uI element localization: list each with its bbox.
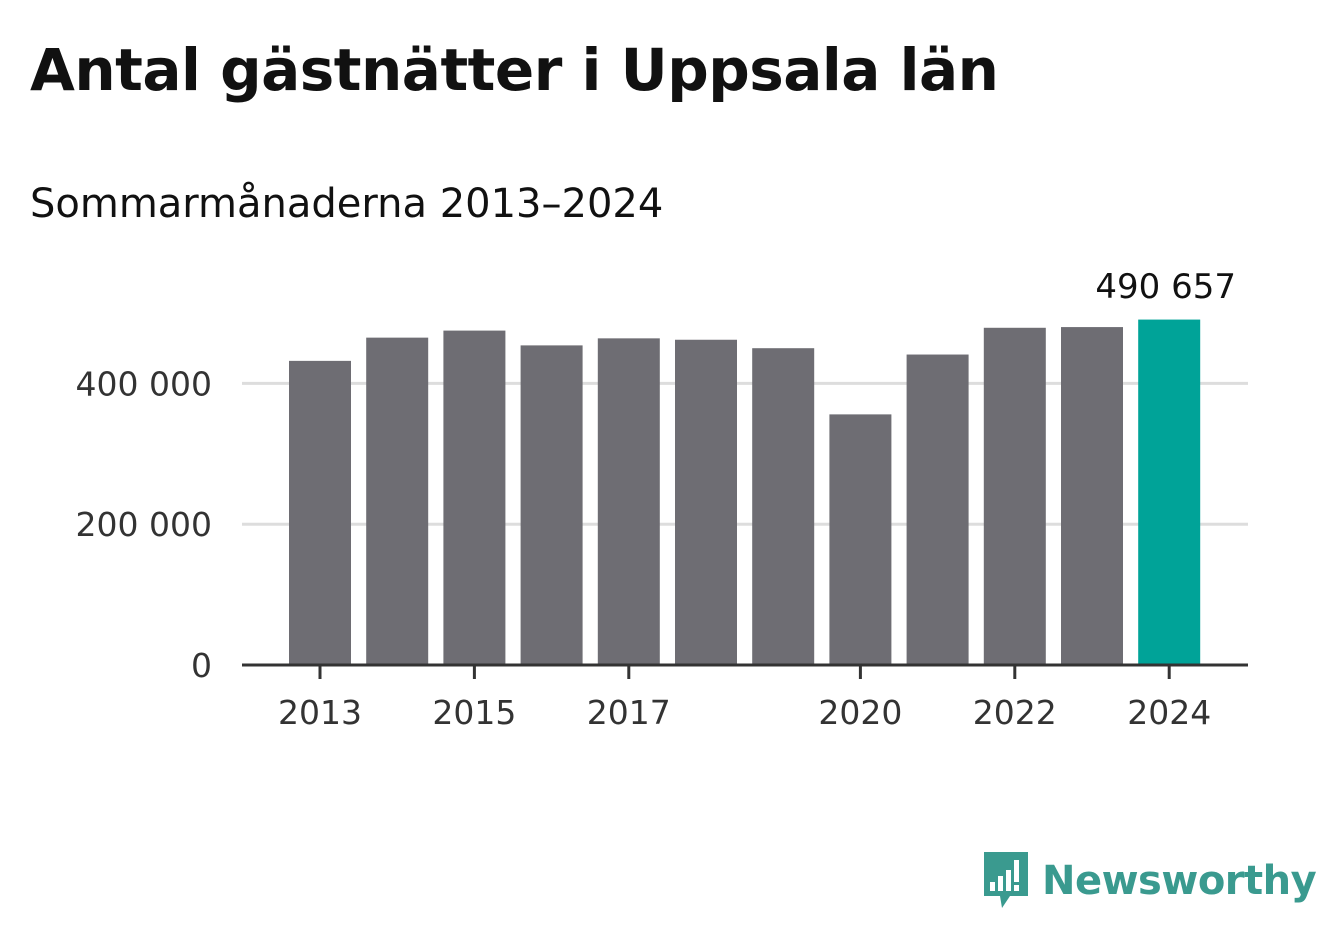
newsworthy-logo: Newsworthy	[980, 850, 1317, 912]
bar-2018	[675, 339, 737, 665]
x-tick-label: 2017	[587, 693, 671, 732]
chat-bubble-bar-chart-icon	[984, 852, 1028, 908]
bar-2021	[906, 354, 969, 665]
bar-2023	[1061, 327, 1123, 665]
chart-subtitle: Sommarmånaderna 2013–2024	[30, 181, 664, 227]
brand-name: Newsworthy	[1042, 858, 1317, 904]
bar-2016	[520, 345, 583, 665]
chart-title: Antal gästnätter i Uppsala län	[30, 36, 999, 104]
x-tick-label: 2024	[1127, 693, 1211, 732]
y-tick-label: 0	[191, 646, 212, 685]
bar-2019	[752, 348, 815, 665]
y-tick-label: 400 000	[76, 364, 212, 403]
bar-2017	[597, 338, 660, 665]
x-tick-label: 2015	[432, 693, 516, 732]
bar-2014	[366, 337, 429, 665]
x-tick-label: 2020	[818, 693, 902, 732]
bar-2013	[289, 360, 351, 665]
highlight-value-label: 490 657	[1095, 267, 1236, 307]
bar-2024	[1138, 319, 1201, 665]
bar-2015	[443, 330, 506, 665]
x-tick-label: 2013	[278, 693, 362, 732]
bar-2020	[829, 414, 892, 665]
bar-2022	[983, 327, 1046, 665]
y-tick-label: 200 000	[76, 505, 212, 544]
x-tick-label: 2022	[973, 693, 1057, 732]
